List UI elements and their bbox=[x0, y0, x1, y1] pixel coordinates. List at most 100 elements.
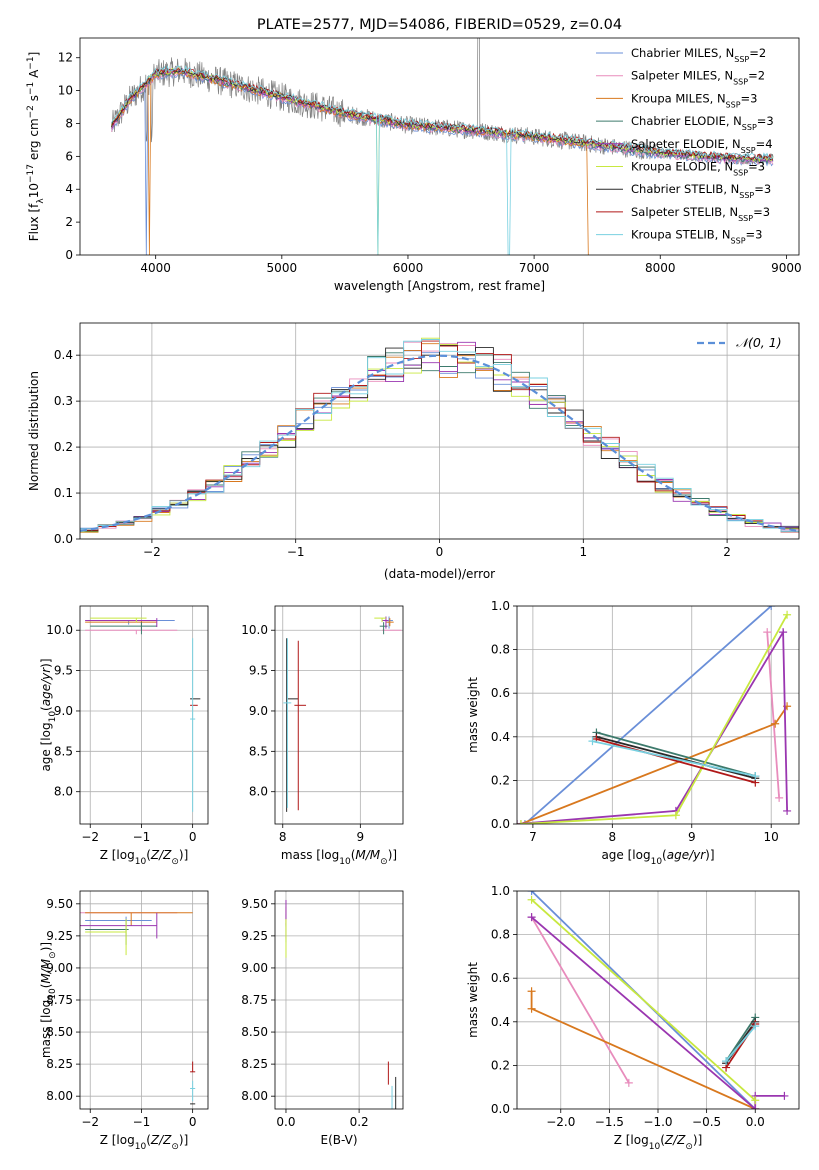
legend-label: Chabrier ELODIE, NSSP=3 bbox=[631, 114, 774, 132]
x-tick-label: 8 bbox=[279, 830, 287, 844]
x-axis-label: age [log10(age/yr)] bbox=[601, 848, 714, 867]
y-tick-label: 0.4 bbox=[491, 1015, 510, 1029]
axes-frame bbox=[79, 322, 800, 540]
y-tick-label: 8.00 bbox=[241, 1089, 268, 1103]
panel-ebv-mass: 0.0 0.2 8.00 8.25 8.50 8.75 9.00 9.25 9.50 E(B-V) bbox=[241, 890, 404, 1147]
weight-marker bbox=[767, 606, 776, 610]
plot-area bbox=[517, 891, 799, 1109]
y-axis-label: mass [log10(M/M⊙)] bbox=[39, 942, 58, 1058]
weight-marker bbox=[751, 1022, 760, 1031]
x-tick-label: 0 bbox=[189, 830, 197, 844]
weight-marker bbox=[527, 895, 536, 904]
x-tick-label: 0 bbox=[189, 1115, 197, 1129]
y-tick-label: 1.0 bbox=[491, 884, 510, 898]
x-tick-label: −1.5 bbox=[595, 1115, 624, 1129]
y-tick-label: 0.0 bbox=[54, 532, 73, 546]
x-tick-label: −0.5 bbox=[692, 1115, 721, 1129]
legend-label: Kroupa STELIB, NSSP=3 bbox=[631, 228, 762, 246]
weight-line bbox=[596, 738, 756, 784]
x-tick-label: 7000 bbox=[519, 261, 550, 275]
x-tick-label: −1.0 bbox=[643, 1115, 672, 1129]
y-tick-label: 8.75 bbox=[241, 993, 268, 1007]
x-tick-label: 6000 bbox=[393, 261, 424, 275]
y-tick-label: 0.3 bbox=[54, 394, 73, 408]
y-tick-label: 0.6 bbox=[491, 686, 510, 700]
y-tick-label: 9.25 bbox=[241, 929, 268, 943]
y-tick-label: 8.50 bbox=[241, 1025, 268, 1039]
legend: 𝒩(0, 1) bbox=[697, 335, 782, 350]
model-spectrum-line bbox=[111, 64, 774, 255]
y-tick-label: 9.25 bbox=[46, 929, 73, 943]
x-tick-label: 8000 bbox=[645, 261, 676, 275]
weight-marker bbox=[751, 772, 760, 781]
y-tick-label: 8.5 bbox=[54, 744, 73, 758]
y-axis-label: Normed distribution bbox=[27, 371, 41, 491]
y-tick-label: 0.0 bbox=[491, 1102, 510, 1116]
y-tick-label: 10 bbox=[58, 84, 73, 98]
plot-area bbox=[275, 606, 403, 824]
axes-frame bbox=[79, 890, 209, 1110]
weight-line bbox=[596, 735, 756, 780]
x-axis-label: mass [log10(M/M⊙)] bbox=[281, 848, 397, 867]
weight-marker bbox=[751, 1096, 760, 1105]
y-tick-label: 0.4 bbox=[491, 730, 510, 744]
weight-marker bbox=[527, 913, 536, 922]
legend-label: Kroupa MILES, NSSP=3 bbox=[631, 91, 757, 109]
weight-marker bbox=[771, 719, 780, 728]
y-tick-label: 9.0 bbox=[249, 704, 268, 718]
legend-label: Salpeter MILES, NSSP=2 bbox=[631, 69, 765, 87]
y-tick-label: 8.25 bbox=[241, 1057, 268, 1071]
y-tick-label: 9.00 bbox=[241, 961, 268, 975]
y-axis-label: Flux [fλ10−17 erg cm−2 s−1 A−1] bbox=[26, 52, 46, 242]
weight-line bbox=[530, 899, 756, 1101]
y-tick-label: 8.25 bbox=[46, 1057, 73, 1071]
x-tick-label: 0 bbox=[436, 545, 444, 559]
x-tick-label: 0.0 bbox=[276, 1115, 295, 1129]
weight-marker bbox=[527, 987, 536, 996]
weight-line bbox=[725, 1016, 756, 1062]
axes-frame bbox=[79, 37, 800, 256]
weight-line bbox=[596, 731, 756, 777]
weight-marker bbox=[783, 806, 792, 815]
x-axis-label: (data-model)/error bbox=[384, 567, 495, 581]
plot-area bbox=[80, 606, 208, 824]
x-tick-label: 0.2 bbox=[350, 1115, 369, 1129]
y-tick-label: 0.4 bbox=[54, 348, 73, 362]
weight-marker bbox=[722, 1057, 731, 1066]
x-tick-label: 2 bbox=[723, 545, 731, 559]
y-tick-label: 8.0 bbox=[54, 785, 73, 799]
weight-marker bbox=[783, 610, 792, 619]
panel-z-mass: −2 −1 0 8.00 8.25 8.50 8.75 9.00 9.25 9.50 Z [log1… bbox=[39, 890, 209, 1152]
weight-line bbox=[517, 629, 788, 824]
axes-frame bbox=[274, 605, 404, 825]
weight-marker bbox=[780, 1091, 789, 1100]
y-tick-label: 0.2 bbox=[54, 440, 73, 454]
x-tick-label: −1 bbox=[287, 545, 305, 559]
x-tick-label: −1 bbox=[133, 1115, 151, 1129]
plot-area bbox=[517, 606, 799, 824]
weight-marker bbox=[527, 1004, 536, 1013]
legend: Chabrier MILES, NSSP=2 Salpeter MILES, NS… bbox=[596, 46, 774, 245]
y-tick-label: 12 bbox=[58, 51, 73, 65]
weight-line bbox=[530, 991, 756, 1109]
y-tick-label: 8.00 bbox=[46, 1089, 73, 1103]
y-tick-label: 2 bbox=[65, 215, 73, 229]
weight-marker bbox=[779, 628, 788, 637]
y-tick-label: 8.75 bbox=[46, 993, 73, 1007]
x-tick-label: 4000 bbox=[140, 261, 171, 275]
x-tick-label: 10 bbox=[764, 830, 779, 844]
y-tick-label: 0.8 bbox=[491, 928, 510, 942]
x-tick-label: 9 bbox=[357, 830, 365, 844]
plot-area bbox=[80, 891, 208, 1109]
plot-area bbox=[111, 38, 774, 255]
panel-mass-age: 8 9 8.0 8.5 9.0 9.5 10.0 mass [log10(M/M⊙)] bbox=[241, 605, 404, 867]
legend-label: Salpeter ELODIE, NSSP=4 bbox=[631, 137, 773, 155]
weight-marker bbox=[624, 1078, 633, 1087]
panel-z-age: −2 −1 0 8.0 8.5 9.0 9.5 10.0 Z [log10(Z/Z⊙)] age … bbox=[39, 605, 209, 867]
panel-age-weight: 7 8 9 10 0.0 0.2 0.4 0.6 0.8 1.0 mass weight age [l… bbox=[466, 599, 800, 867]
x-tick-label: 9 bbox=[688, 830, 696, 844]
panel-residuals: −2 −1 0 1 2 0.0 0.1 0.2 0.3 0.4 (data-model)/error… bbox=[27, 322, 800, 581]
legend-label: Kroupa ELODIE, NSSP=3 bbox=[631, 160, 765, 178]
y-tick-label: 9.0 bbox=[54, 704, 73, 718]
